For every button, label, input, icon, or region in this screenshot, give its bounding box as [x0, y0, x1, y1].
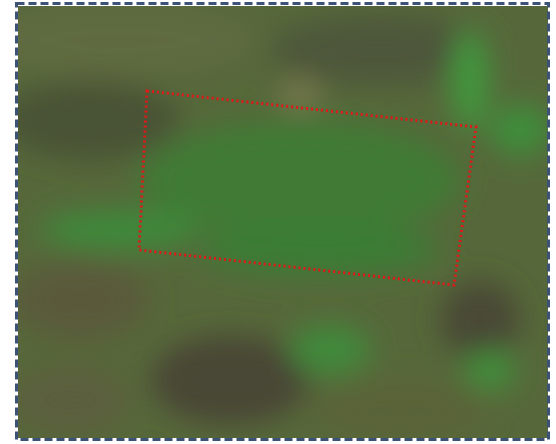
frame	[15, 2, 550, 441]
selection-polygon	[137, 89, 478, 287]
